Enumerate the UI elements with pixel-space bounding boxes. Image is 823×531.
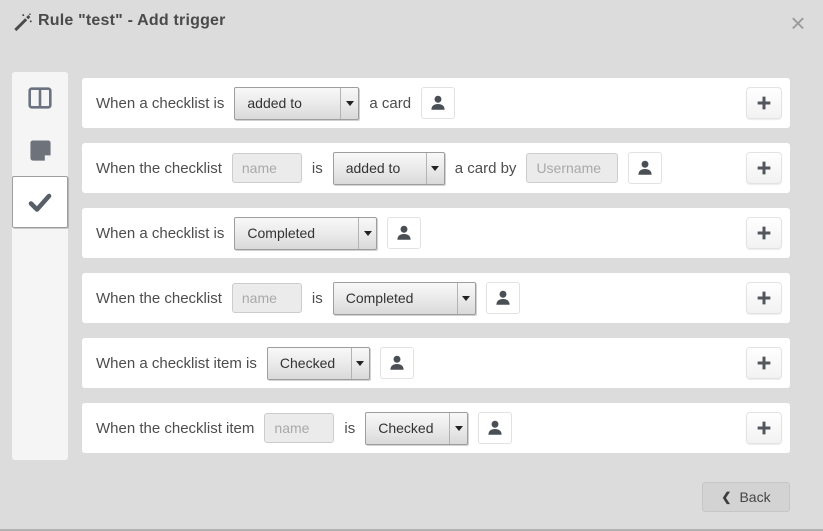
add-trigger-button[interactable] [746, 282, 782, 314]
checkmark-icon [28, 193, 52, 212]
trigger-text: When a checklist is [96, 224, 225, 242]
select-value: Completed [247, 225, 316, 241]
username-input[interactable] [526, 153, 619, 183]
trigger-text: When the checklist [96, 159, 222, 177]
user-avatar-button[interactable] [379, 347, 414, 379]
chevron-down-icon [425, 152, 444, 184]
add-trigger-button[interactable] [746, 152, 782, 184]
person-icon [496, 290, 510, 305]
add-trigger-button[interactable] [746, 412, 782, 444]
columns-icon [28, 87, 52, 109]
person-icon [488, 420, 502, 435]
trigger-row: When a checklist is Completed [82, 208, 790, 258]
select-value: added to [247, 95, 302, 111]
trigger-text: a card by [454, 159, 517, 177]
back-button[interactable]: ❮ Back [702, 482, 790, 512]
close-icon[interactable]: × [783, 8, 813, 38]
sidebar-item-checklist-triggers[interactable] [12, 176, 68, 228]
trigger-action-select[interactable]: added to [332, 151, 445, 185]
add-trigger-button[interactable] [746, 217, 782, 249]
trigger-action-select[interactable]: Completed [332, 281, 476, 315]
sidebar-item-card-triggers[interactable] [12, 124, 68, 176]
trigger-action-select[interactable]: added to [234, 86, 360, 120]
trigger-text: When the checklist [96, 289, 222, 307]
user-avatar-button[interactable] [387, 217, 422, 249]
person-icon [431, 95, 445, 110]
sidebar-item-board-triggers[interactable] [12, 72, 68, 124]
trigger-text: is [344, 419, 356, 437]
user-avatar-button[interactable] [478, 412, 513, 444]
select-value: Completed [345, 290, 414, 306]
person-icon [638, 160, 653, 175]
plus-icon [757, 96, 771, 110]
trigger-row: When the checklist item is Checked [82, 403, 790, 453]
chevron-down-icon [456, 282, 475, 314]
trigger-action-select[interactable]: Checked [266, 346, 370, 380]
add-trigger-button[interactable] [746, 347, 782, 379]
chevron-down-icon [449, 412, 467, 444]
plus-icon [757, 161, 771, 175]
dialog-title: Rule "test" - Add trigger [38, 12, 226, 29]
trigger-sidebar [12, 72, 68, 460]
chevron-down-icon [340, 87, 358, 119]
select-value: added to [345, 160, 401, 176]
window-bottom-edge [0, 529, 823, 531]
person-icon [390, 355, 404, 370]
trigger-action-select[interactable]: Checked [365, 411, 469, 445]
trigger-row: When a checklist is added to a card [82, 78, 790, 128]
trigger-text: a card [369, 94, 412, 112]
back-button-label: Back [739, 489, 771, 505]
plus-icon [757, 291, 771, 305]
user-avatar-button[interactable] [421, 87, 456, 119]
chevron-down-icon [358, 217, 376, 249]
user-avatar-button[interactable] [485, 282, 520, 314]
add-trigger-button[interactable] [746, 87, 782, 119]
magic-wand-icon [14, 13, 32, 32]
plus-icon [757, 421, 771, 435]
user-avatar-button[interactable] [628, 152, 663, 184]
trigger-text: is [311, 289, 323, 307]
person-icon [397, 225, 411, 240]
chevron-left-icon: ❮ [721, 490, 732, 504]
select-value: Checked [378, 420, 434, 436]
card-icon [29, 139, 51, 161]
trigger-row: When the checklist is Completed [82, 273, 790, 323]
dialog-header: Rule "test" - Add trigger × [0, 0, 823, 46]
checklist-item-name-input[interactable] [264, 413, 335, 443]
checklist-name-input[interactable] [231, 153, 302, 183]
trigger-action-select[interactable]: Completed [234, 216, 378, 250]
chevron-down-icon [350, 347, 369, 379]
trigger-row: When a checklist item is Checked [82, 338, 790, 388]
plus-icon [757, 356, 771, 370]
checklist-name-input[interactable] [231, 283, 302, 313]
trigger-text: When a checklist is [96, 94, 225, 112]
trigger-text: When the checklist item [96, 419, 255, 437]
trigger-text: is [311, 159, 323, 177]
trigger-row: When the checklist is added to a card by [82, 143, 790, 193]
trigger-text: When a checklist item is [96, 354, 257, 372]
select-value: Checked [279, 355, 336, 371]
plus-icon [757, 226, 771, 240]
